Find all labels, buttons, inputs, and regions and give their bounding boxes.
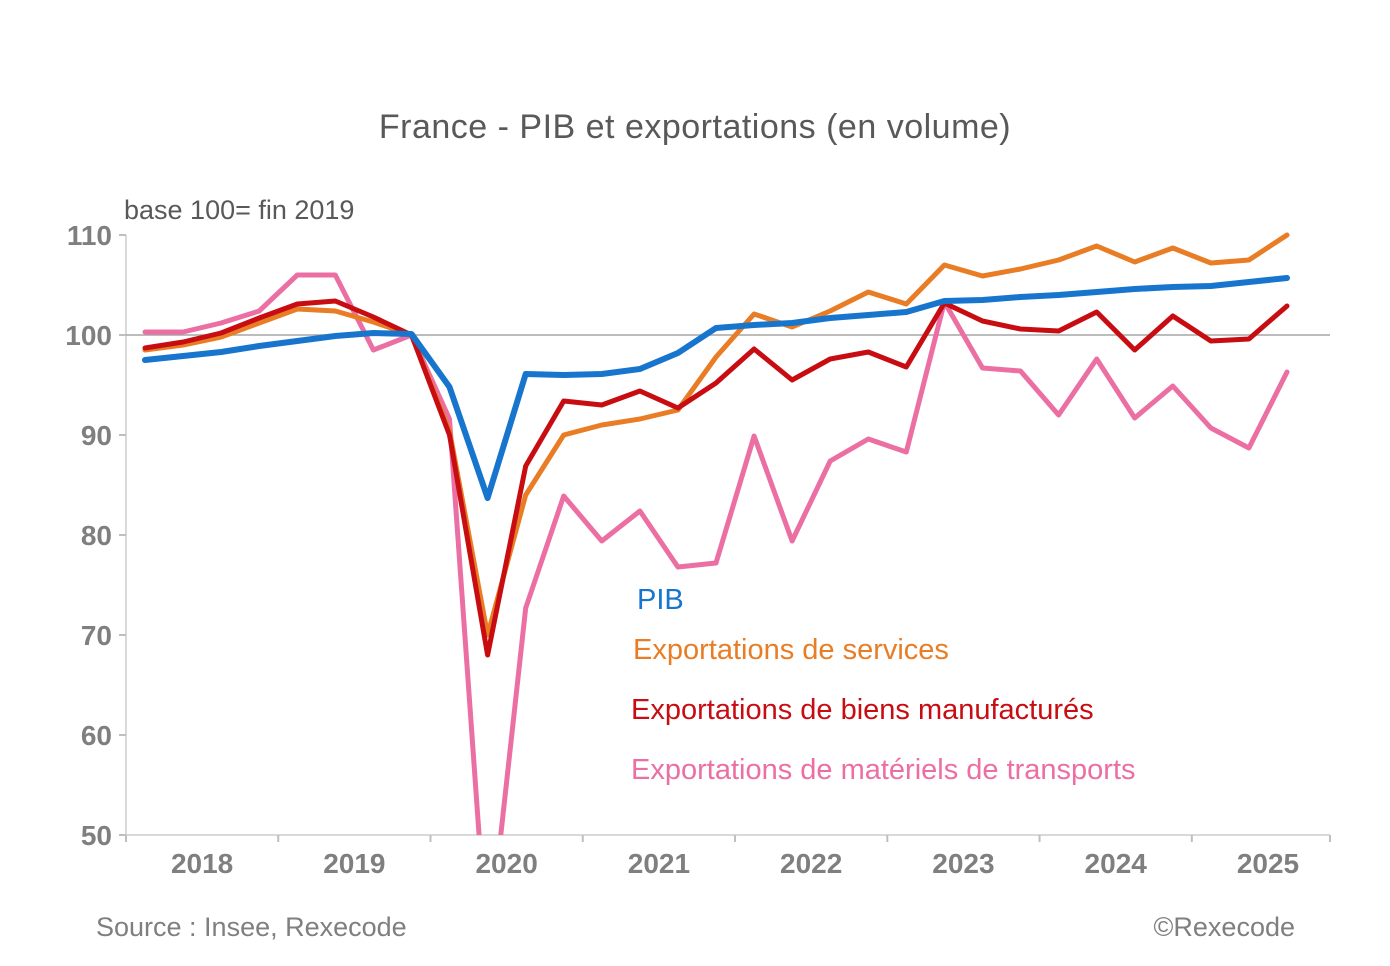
y-tick-label: 80 bbox=[81, 520, 112, 551]
legend-item-pib: PIB bbox=[637, 584, 684, 616]
x-tick-label: 2020 bbox=[475, 848, 537, 879]
x-tick-label: 2022 bbox=[780, 848, 842, 879]
legend-item-services: Exportations de services bbox=[633, 634, 949, 666]
chart-title: France - PIB et exportations (en volume) bbox=[378, 108, 1012, 146]
series-line-2 bbox=[142, 298, 1290, 658]
y-tick-label: 60 bbox=[81, 720, 112, 751]
y-tick-label: 100 bbox=[65, 320, 112, 351]
series-line-0 bbox=[142, 275, 1290, 501]
chart-subtitle: base 100= fin 2019 bbox=[124, 195, 355, 225]
x-tick-label: 2018 bbox=[171, 848, 233, 879]
x-tick-label: 2025 bbox=[1237, 848, 1299, 879]
x-tick-label: 2021 bbox=[628, 848, 690, 879]
y-tick-label: 90 bbox=[81, 420, 112, 451]
legend-item-biens-manufactures: Exportations de biens manufacturés bbox=[631, 694, 1094, 726]
source-note: Source : Insee, Rexecode bbox=[96, 912, 407, 942]
y-tick-label: 70 bbox=[81, 620, 112, 651]
x-tick-label: 2023 bbox=[932, 848, 994, 879]
legend-item-materiels-transports: Exportations de matériels de transports bbox=[631, 754, 1136, 786]
x-tick-label: 2024 bbox=[1085, 848, 1148, 879]
x-tick-label: 2019 bbox=[323, 848, 385, 879]
y-tick-label: 50 bbox=[81, 820, 112, 851]
y-tick-label: 110 bbox=[67, 220, 112, 251]
copyright-note: ©Rexecode bbox=[1153, 912, 1295, 942]
series-line-1 bbox=[142, 232, 1290, 638]
series-line-3 bbox=[142, 272, 1290, 835]
